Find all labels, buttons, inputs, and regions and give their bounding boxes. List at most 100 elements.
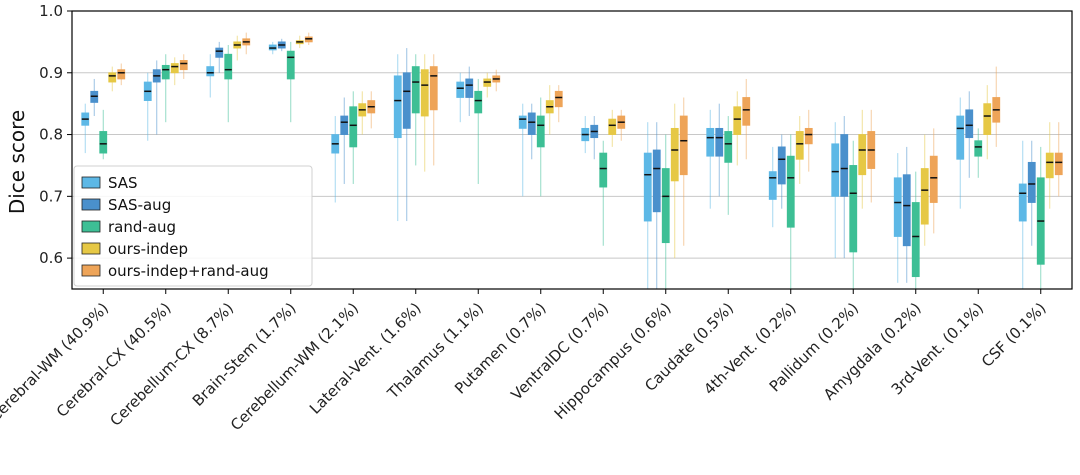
box-ours-indep-rand-aug xyxy=(117,63,126,86)
plot-frame xyxy=(71,10,1073,290)
box-sas xyxy=(1018,140,1027,289)
legend-label: SAS xyxy=(108,174,138,192)
iqr-box xyxy=(786,155,795,228)
box-rand-aug xyxy=(661,134,670,289)
iqr-box xyxy=(465,78,474,98)
box-rand-aug xyxy=(1036,146,1045,289)
box-ours-indep-rand-aug xyxy=(242,32,251,55)
box-rand-aug xyxy=(99,109,108,160)
iqr-box xyxy=(393,75,402,139)
iqr-box xyxy=(983,103,992,135)
iqr-box xyxy=(652,149,661,213)
box-rand-aug xyxy=(724,116,733,215)
box-sas-aug xyxy=(652,122,661,289)
iqr-box xyxy=(215,47,224,58)
iqr-box xyxy=(1054,152,1063,176)
iqr-box xyxy=(161,64,170,80)
box-ours-indep xyxy=(233,35,242,61)
box-ours-indep xyxy=(545,85,554,135)
iqr-box xyxy=(661,168,670,244)
box-ours-indep xyxy=(608,109,617,147)
legend-swatch xyxy=(81,176,101,189)
box-ours-indep xyxy=(795,116,804,184)
iqr-box xyxy=(99,131,108,154)
legend-swatch xyxy=(81,242,101,255)
iqr-box xyxy=(795,131,804,160)
box-sas-aug xyxy=(277,38,286,52)
y-axis-label: Dice score xyxy=(5,110,29,214)
box-sas-aug xyxy=(965,91,974,178)
box-ours-indep-rand-aug xyxy=(1054,122,1063,197)
box-sas-aug xyxy=(152,60,161,135)
box-sas-aug xyxy=(840,116,849,259)
box-sas-aug xyxy=(902,146,911,283)
legend-swatch xyxy=(81,264,101,277)
y-tick-label: 0.9 xyxy=(39,64,63,82)
box-sas xyxy=(581,116,590,154)
box-sas-aug xyxy=(777,134,786,209)
box-ours-indep-rand-aug xyxy=(304,32,313,45)
iqr-box xyxy=(474,90,483,114)
legend-swatch xyxy=(81,220,101,233)
box-sas-aug xyxy=(1027,140,1036,246)
box-sas xyxy=(956,97,965,209)
iqr-box xyxy=(706,127,715,157)
box-ours-indep xyxy=(108,66,117,92)
box-ours-indep xyxy=(170,57,179,86)
iqr-box xyxy=(429,66,438,111)
box-rand-aug xyxy=(286,41,295,123)
box-ours-indep xyxy=(358,91,367,135)
legend-label: ours-indep+rand-aug xyxy=(108,262,269,280)
iqr-box xyxy=(224,53,233,80)
box-sas xyxy=(643,122,652,289)
box-rand-aug xyxy=(849,140,858,289)
box-sas-aug xyxy=(340,97,349,184)
legend-swatch xyxy=(81,198,101,211)
box-sas-aug xyxy=(215,41,224,73)
box-ours-indep-rand-aug xyxy=(804,109,813,172)
iqr-box xyxy=(777,146,786,185)
iqr-box xyxy=(456,81,465,98)
box-ours-indep xyxy=(670,103,679,259)
box-rand-aug xyxy=(474,78,483,184)
iqr-box xyxy=(411,66,420,114)
box-ours-indep xyxy=(733,91,742,166)
box-ours-indep-rand-aug xyxy=(429,54,438,166)
iqr-box xyxy=(349,106,358,148)
legend-label: rand-aug xyxy=(108,218,176,236)
iqr-box xyxy=(554,90,563,108)
box-ours-indep xyxy=(920,134,929,246)
box-sas xyxy=(331,116,340,203)
box-sas xyxy=(393,54,402,222)
iqr-box xyxy=(536,115,545,148)
box-rand-aug xyxy=(786,134,795,289)
box-ours-indep-rand-aug xyxy=(742,78,751,160)
box-sas xyxy=(206,54,215,98)
box-ours-indep-rand-aug xyxy=(367,91,376,129)
iqr-box xyxy=(840,134,849,197)
iqr-box xyxy=(929,155,938,203)
y-tick-label: 0.6 xyxy=(39,249,63,267)
box-ours-indep-rand-aug xyxy=(617,109,626,141)
box-ours-indep-rand-aug xyxy=(867,109,876,203)
box-ours-indep xyxy=(983,85,992,160)
box-sas xyxy=(456,72,465,123)
box-sas xyxy=(268,41,277,55)
iqr-box xyxy=(831,143,840,197)
box-sas-aug xyxy=(527,103,536,160)
box-ours-indep-rand-aug xyxy=(679,97,688,246)
box-sas xyxy=(768,146,777,228)
legend: SAS SAS-aug rand-aug ours-indep ours-indep+r… xyxy=(73,165,313,287)
iqr-box xyxy=(858,134,867,176)
box-ours-indep xyxy=(295,35,304,49)
iqr-box xyxy=(768,171,777,200)
box-ours-indep xyxy=(483,72,492,98)
iqr-box xyxy=(733,106,742,135)
iqr-box xyxy=(679,115,688,176)
box-ours-indep xyxy=(1045,122,1054,209)
iqr-box xyxy=(911,202,920,278)
iqr-box xyxy=(608,118,617,135)
box-sas xyxy=(518,103,527,197)
box-sas xyxy=(143,72,152,141)
